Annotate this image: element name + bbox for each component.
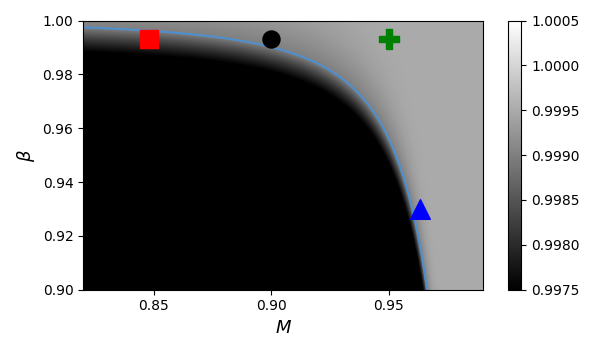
X-axis label: $M$: $M$	[275, 319, 292, 337]
Point	[144, 37, 154, 42]
Point	[266, 37, 276, 42]
Point	[384, 37, 394, 42]
Y-axis label: $\beta$: $\beta$	[15, 149, 37, 162]
Point	[415, 206, 424, 212]
